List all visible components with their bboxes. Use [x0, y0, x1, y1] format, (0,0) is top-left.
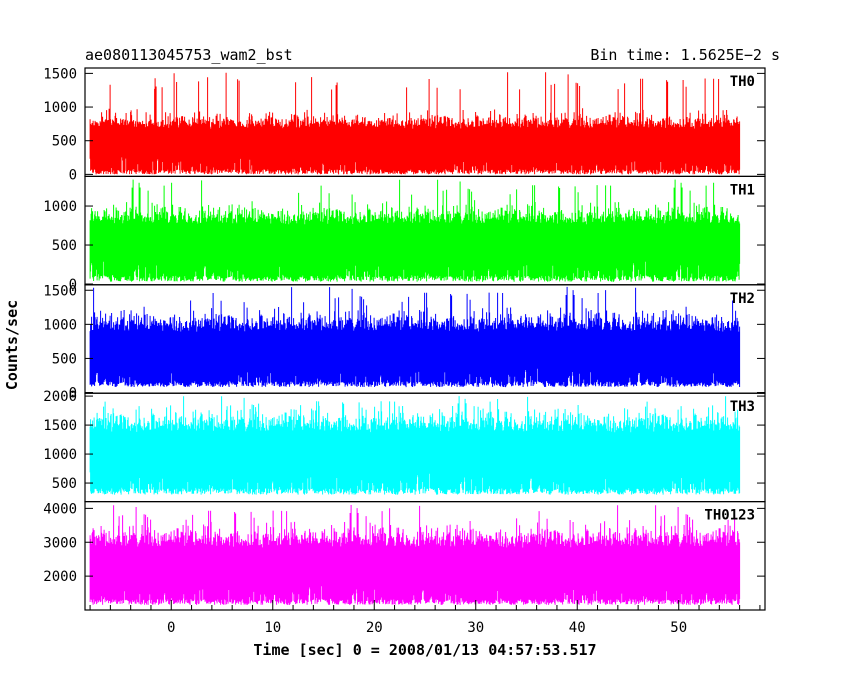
y-tick-label-th0123: 2000 — [43, 569, 77, 585]
series-th1 — [89, 179, 741, 282]
x-axis-label: Time [sec] 0 = 2008/01/13 04:57:53.517 — [253, 641, 596, 659]
y-tick-label-th0: 1000 — [43, 100, 77, 116]
series-th3 — [89, 396, 741, 495]
y-tick-label-th3: 1500 — [43, 418, 77, 434]
y-tick-label-th1: 1000 — [43, 199, 77, 215]
y-tick-label-th1: 0 — [69, 277, 77, 293]
x-tick-label: 40 — [569, 620, 586, 636]
bin-time-label: Bin time: 1.5625E−2 s — [590, 46, 780, 64]
y-tick-label-th0: 1500 — [43, 66, 77, 82]
panel-label-th0123: TH0123 — [704, 508, 755, 524]
y-tick-label-th0123: 4000 — [43, 501, 77, 517]
x-axis: 0 10 20 30 40 50 — [89, 600, 761, 636]
panel-label-th3: TH3 — [730, 399, 755, 415]
y-tick-label-th2: 500 — [52, 351, 77, 367]
chart-title: ae080113045753_wam2_bst — [85, 46, 293, 64]
x-tick-label: 0 — [167, 620, 175, 636]
y-tick-label-th2: 1500 — [43, 283, 77, 299]
y-axis-label: Counts/sec — [3, 300, 21, 390]
panel-label-th0: TH0 — [730, 74, 755, 90]
y-tick-label-th3: 1000 — [43, 447, 77, 463]
series-th2 — [89, 286, 741, 388]
x-tick-label: 10 — [264, 620, 281, 636]
y-tick-label-th3: 2000 — [43, 389, 77, 405]
x-tick-label: 20 — [366, 620, 383, 636]
y-tick-label-th0: 500 — [52, 134, 77, 150]
panel-label-th2: TH2 — [730, 291, 755, 307]
panel-frame-th0123 — [84, 501, 766, 611]
y-tick-label-th2: 0 — [69, 386, 77, 402]
y-tick-label-th2: 1000 — [43, 317, 77, 333]
y-tick-label-th0: 0 — [69, 167, 77, 183]
series-th0123 — [89, 505, 741, 605]
y-tick-label-th1: 500 — [52, 238, 77, 254]
panel-label-th1: TH1 — [730, 182, 755, 198]
y-tick-label-th0123: 3000 — [43, 535, 77, 551]
series-th0 — [89, 72, 741, 175]
x-tick-label: 30 — [467, 620, 484, 636]
y-tick-label-th3: 500 — [52, 476, 77, 492]
panels-group: 0 500 1000 1500 TH0 0 500 1000 TH1 0 500 1000 1500 TH… — [43, 66, 766, 611]
x-tick-label: 50 — [670, 620, 687, 636]
